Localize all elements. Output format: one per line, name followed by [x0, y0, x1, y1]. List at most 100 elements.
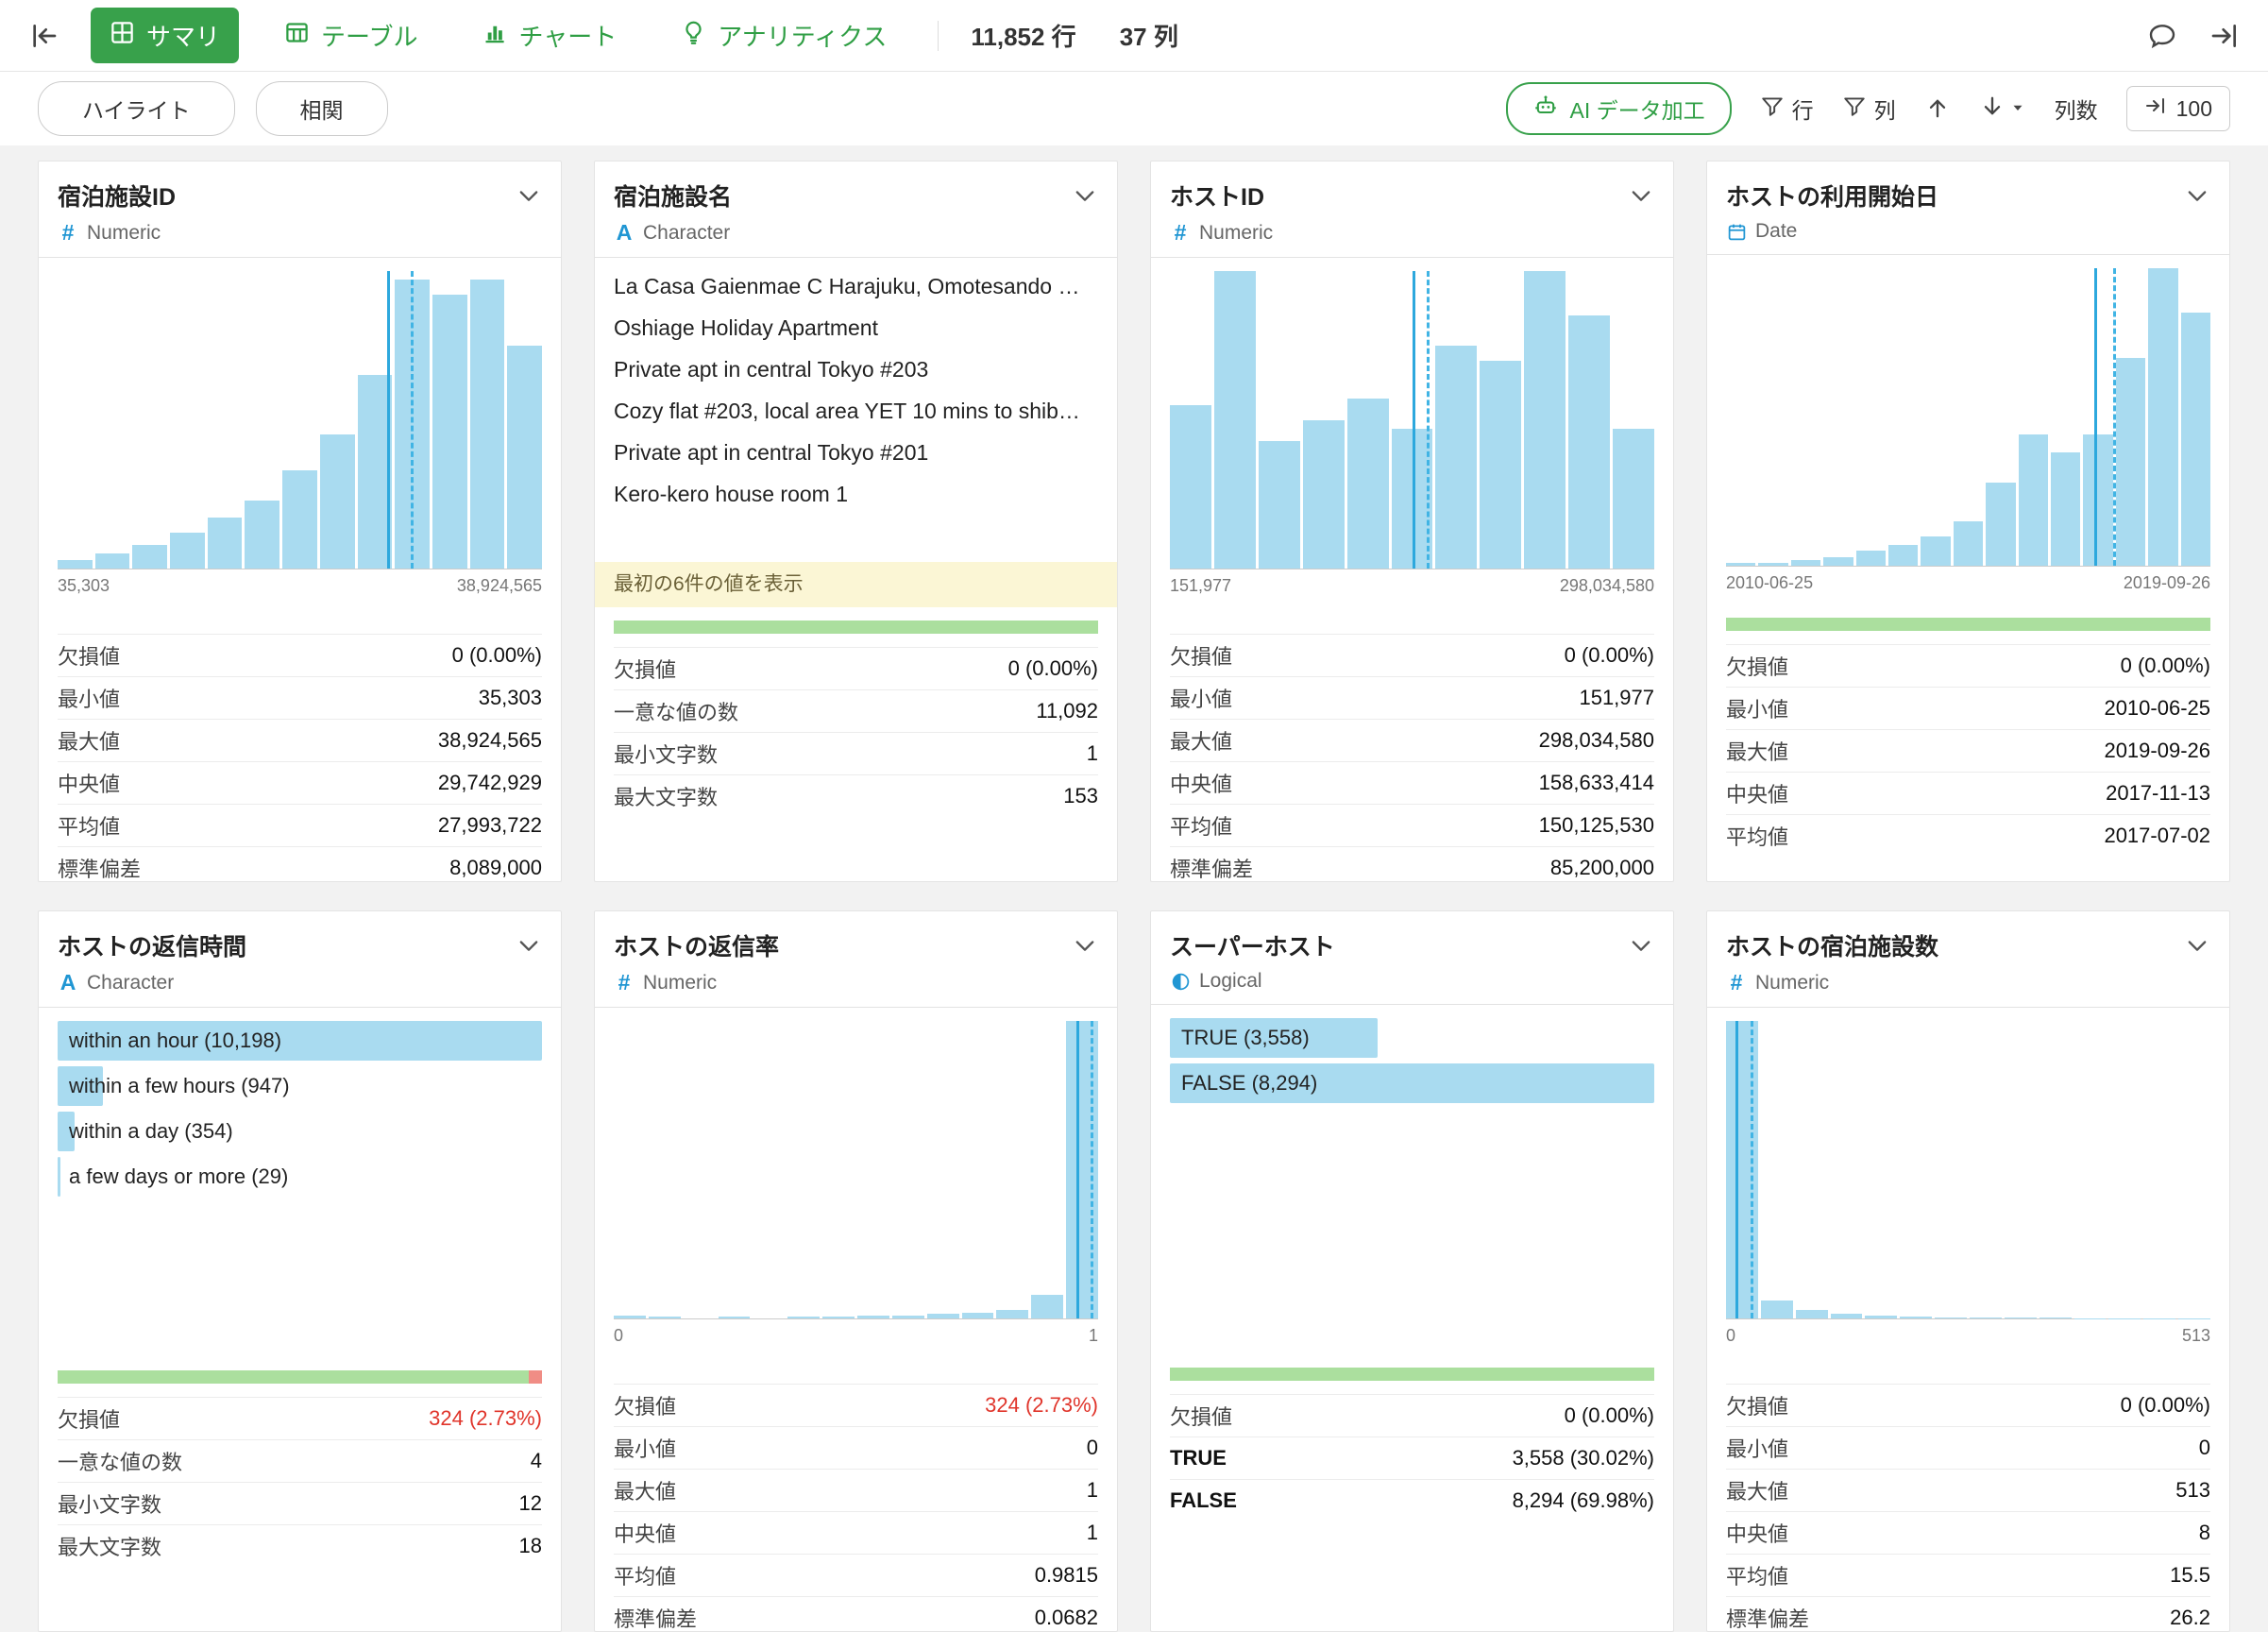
- category-bar-row[interactable]: within a few hours (947): [58, 1066, 542, 1106]
- tab-chart[interactable]: チャート: [463, 8, 635, 63]
- card-header: ホストID#Numeric: [1151, 162, 1673, 258]
- stat-label: 中央値: [1170, 768, 1232, 798]
- histogram-bar[interactable]: [1347, 399, 1389, 569]
- value-list-item: Private apt in central Tokyo #201: [614, 432, 1098, 473]
- stat-label: 最大値: [614, 1475, 676, 1505]
- histogram-bar[interactable]: [1214, 271, 1256, 569]
- sort-descending-menu[interactable]: [1979, 93, 2026, 125]
- histogram-bar[interactable]: [1761, 1300, 1793, 1318]
- histogram-bar[interactable]: [1823, 557, 1853, 566]
- histogram-bar[interactable]: [2019, 434, 2048, 566]
- histogram-bar[interactable]: [507, 346, 542, 569]
- chevron-down-icon[interactable]: [516, 932, 542, 961]
- highlight-button[interactable]: ハイライト: [38, 81, 235, 136]
- histogram-bar[interactable]: [1031, 1295, 1063, 1318]
- histogram-bar[interactable]: [857, 1316, 889, 1318]
- histogram-bar[interactable]: [132, 545, 167, 569]
- histogram-bar[interactable]: [822, 1317, 855, 1318]
- stat-value: 35,303: [479, 686, 542, 710]
- completeness-present: [58, 1370, 529, 1384]
- sort-ascending-icon[interactable]: [1924, 95, 1951, 122]
- histogram-bar[interactable]: [1568, 315, 1610, 569]
- histogram-bar[interactable]: [649, 1317, 681, 1318]
- histogram-bar[interactable]: [1480, 361, 1521, 570]
- histogram-bar[interactable]: [1954, 521, 1983, 566]
- completeness-present: [614, 620, 1098, 634]
- category-bar-row[interactable]: a few days or more (29): [58, 1157, 542, 1197]
- histogram-bar[interactable]: [2181, 313, 2210, 566]
- histogram-bar[interactable]: [208, 518, 243, 569]
- histogram-bar[interactable]: [2083, 434, 2112, 566]
- histogram-bar[interactable]: [1303, 420, 1345, 570]
- category-bar-row[interactable]: TRUE (3,558): [1170, 1018, 1654, 1058]
- histogram-bar[interactable]: [1170, 405, 1211, 569]
- histogram-bar[interactable]: [2051, 452, 2080, 566]
- correlation-button[interactable]: 相関: [256, 81, 388, 136]
- histogram-bar[interactable]: [1831, 1314, 1863, 1318]
- histogram-bar[interactable]: [1888, 545, 1918, 566]
- chevron-down-icon[interactable]: [2184, 932, 2210, 961]
- histogram-bar[interactable]: [282, 470, 317, 569]
- histogram-bar[interactable]: [1613, 429, 1654, 569]
- histogram-bar[interactable]: [719, 1317, 751, 1318]
- histogram-bar[interactable]: [1856, 551, 1886, 566]
- histogram-bar[interactable]: [1435, 346, 1477, 569]
- category-bar-row[interactable]: within an hour (10,198): [58, 1021, 542, 1061]
- filter-rows-button[interactable]: 行: [1760, 93, 1814, 125]
- histogram-bar[interactable]: [58, 560, 93, 569]
- histogram-bar[interactable]: [1524, 271, 1566, 569]
- chevron-down-icon[interactable]: [1628, 932, 1654, 961]
- chevron-down-icon[interactable]: [2184, 182, 2210, 212]
- histogram-bar[interactable]: [95, 553, 130, 569]
- category-bar-row[interactable]: FALSE (8,294): [1170, 1063, 1654, 1103]
- filter-columns-button[interactable]: 列: [1842, 93, 1896, 125]
- histogram-bar[interactable]: [2116, 358, 2145, 567]
- histogram-bar[interactable]: [1921, 536, 1950, 567]
- collapse-left-icon[interactable]: [28, 21, 59, 51]
- histogram-bar[interactable]: [1865, 1316, 1897, 1318]
- histogram-bar[interactable]: [432, 295, 467, 569]
- stat-label: 最小値: [614, 1433, 676, 1463]
- histogram-bar[interactable]: [1986, 483, 2015, 566]
- comment-icon[interactable]: [2147, 21, 2177, 51]
- histogram-bar[interactable]: [1900, 1317, 1932, 1318]
- ai-data-wrangling-button[interactable]: AI データ加工: [1506, 82, 1732, 135]
- histogram-bar[interactable]: [996, 1310, 1028, 1318]
- histogram-bar[interactable]: [1259, 441, 1300, 569]
- histogram-bar[interactable]: [892, 1316, 924, 1318]
- collapse-right-icon[interactable]: [2209, 21, 2240, 51]
- histogram-bar[interactable]: [1758, 563, 1787, 566]
- stat-value: 18: [519, 1534, 542, 1558]
- histogram-bar[interactable]: [787, 1317, 820, 1318]
- histogram-bar[interactable]: [470, 280, 505, 569]
- chevron-down-icon[interactable]: [516, 182, 542, 212]
- histogram-bar[interactable]: [962, 1313, 994, 1318]
- tab-summary[interactable]: サマリ: [91, 8, 239, 63]
- histogram-bar[interactable]: [614, 1316, 646, 1318]
- histogram-bar[interactable]: [320, 434, 355, 569]
- tab-analytics[interactable]: アナリティクス: [662, 8, 906, 63]
- category-label: within a day (354): [58, 1112, 542, 1151]
- column-number-selector[interactable]: 100: [2126, 86, 2230, 131]
- histogram-bar[interactable]: [927, 1314, 959, 1318]
- histogram-bar[interactable]: [170, 533, 205, 569]
- chevron-down-icon[interactable]: [1072, 932, 1098, 961]
- histogram-bar[interactable]: [1726, 1021, 1758, 1318]
- chevron-down-icon[interactable]: [1072, 182, 1098, 212]
- column-count: 37 列: [1120, 18, 1178, 53]
- tab-table[interactable]: テーブル: [265, 8, 436, 63]
- histogram-bar[interactable]: [1796, 1310, 1828, 1318]
- chevron-down-icon[interactable]: [1628, 182, 1654, 212]
- histogram-bar[interactable]: [1791, 560, 1820, 566]
- histogram-bar[interactable]: [2148, 268, 2177, 566]
- histogram-bar[interactable]: [245, 501, 279, 569]
- category-bar-row[interactable]: within a day (354): [58, 1112, 542, 1151]
- histogram-bar[interactable]: [1726, 563, 1755, 566]
